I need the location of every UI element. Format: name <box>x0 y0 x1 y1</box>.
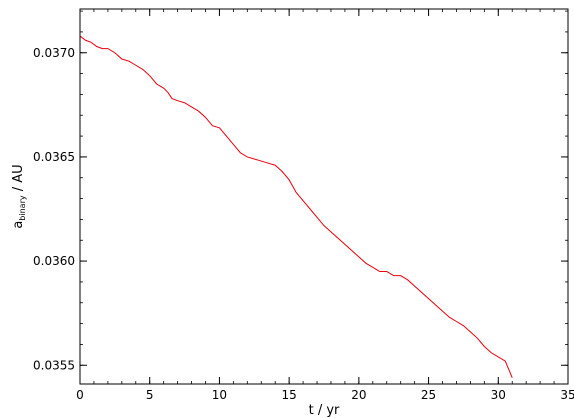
y-tick-label: 0.0365 <box>33 150 75 164</box>
x-tick-label: 15 <box>282 388 297 402</box>
y-tick-label: 0.0355 <box>33 358 75 372</box>
y-tick-labels: 0.0355 0.0360 0.0365 0.0370 <box>33 46 75 373</box>
y-axis-label-main: a <box>11 221 26 229</box>
minor-ticks <box>79 9 569 384</box>
x-tick-labels: 0 5 10 15 20 25 30 35 <box>76 388 574 402</box>
major-ticks <box>79 9 569 384</box>
x-axis-label: t / yr <box>309 403 340 418</box>
x-tick-label: 0 <box>76 388 84 402</box>
x-tick-label: 5 <box>146 388 154 402</box>
x-tick-label: 10 <box>212 388 227 402</box>
y-axis-label-sub: binary <box>18 195 27 221</box>
y-axis-label-unit: / AU <box>11 164 26 195</box>
series-line <box>79 35 513 378</box>
x-tick-label: 20 <box>351 388 366 402</box>
y-tick-label: 0.0360 <box>33 254 75 268</box>
x-tick-label: 25 <box>421 388 436 402</box>
x-tick-label: 30 <box>491 388 506 402</box>
x-tick-label: 35 <box>560 388 574 402</box>
y-axis-label: abinary / AU <box>11 164 27 228</box>
plot-frame <box>79 8 569 385</box>
y-tick-label: 0.0370 <box>33 46 75 60</box>
